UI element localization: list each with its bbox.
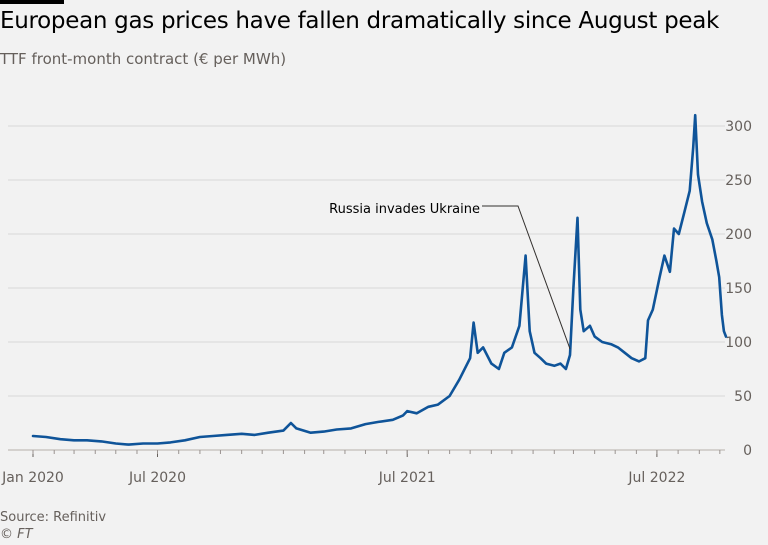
copyright-note: © FT	[0, 527, 33, 542]
y-tick-label: 0	[743, 443, 752, 459]
x-tick-label: Jul 2021	[378, 470, 436, 486]
x-tick-label: Jul 2020	[128, 470, 186, 486]
brand-bar	[0, 0, 64, 4]
annotation-group: Russia invades Ukraine	[329, 202, 571, 350]
y-axis: 0 50 100 150 200 250 300	[725, 119, 752, 459]
y-tick-label: 100	[725, 335, 752, 351]
annotation-leader-line	[482, 205, 571, 350]
y-tick-label: 50	[734, 389, 752, 405]
series-line	[31, 113, 728, 446]
x-tick-label: Jan 2020	[1, 470, 64, 486]
y-tick-label: 300	[725, 119, 752, 135]
grid-lines	[8, 125, 725, 451]
y-tick-label: 200	[725, 227, 752, 243]
x-tick-label: Jul 2022	[627, 470, 685, 486]
x-axis: Jan 2020 Jul 2020 Jul 2021 Jul 2022	[1, 450, 721, 486]
source-note: Source: Refinitiv	[0, 510, 107, 525]
y-tick-label: 150	[725, 281, 752, 297]
chart-subtitle: TTF front-month contract (€ per MWh)	[0, 50, 287, 68]
series-group	[31, 113, 728, 446]
chart-title: European gas prices have fallen dramatic…	[0, 8, 720, 34]
annotation-label: Russia invades Ukraine	[329, 202, 480, 217]
y-tick-label: 250	[725, 173, 752, 189]
